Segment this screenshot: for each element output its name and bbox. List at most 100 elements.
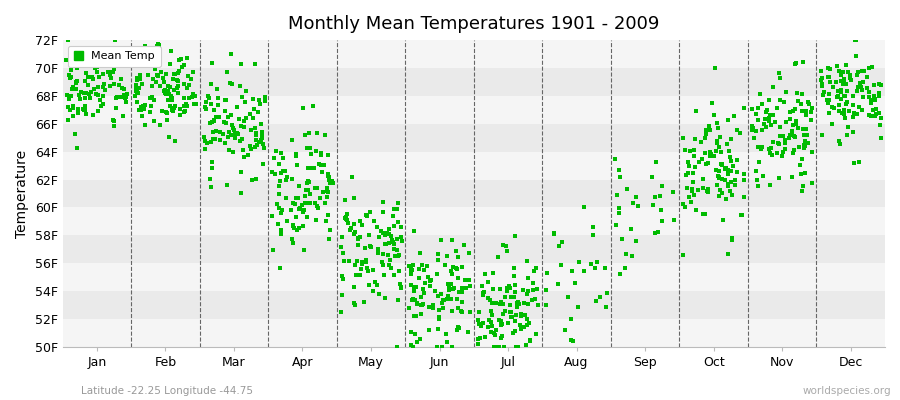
Point xyxy=(372,234,386,240)
Point xyxy=(821,74,835,81)
Point xyxy=(403,329,418,336)
Point xyxy=(482,317,497,323)
Point xyxy=(710,138,724,144)
Point xyxy=(114,94,129,100)
Point xyxy=(230,104,245,110)
Point xyxy=(145,94,159,100)
Point xyxy=(226,149,240,156)
Point xyxy=(450,296,464,303)
Point xyxy=(766,139,780,145)
Point xyxy=(209,127,223,134)
Point xyxy=(302,186,316,193)
Point xyxy=(300,180,314,186)
Point xyxy=(589,298,603,304)
Point xyxy=(667,216,681,223)
Point xyxy=(873,135,887,141)
Point xyxy=(519,316,534,322)
Point xyxy=(783,116,797,123)
Point xyxy=(441,293,455,299)
Point xyxy=(334,243,348,250)
Point xyxy=(360,268,374,274)
Point xyxy=(846,128,860,135)
Point xyxy=(266,247,280,254)
Point xyxy=(788,105,803,112)
Point xyxy=(249,130,264,136)
Point xyxy=(234,123,248,129)
Point xyxy=(117,86,131,92)
Point xyxy=(476,320,491,326)
Point xyxy=(237,124,251,130)
Point xyxy=(495,310,509,317)
Point xyxy=(228,130,242,136)
Point xyxy=(292,225,307,231)
Point xyxy=(308,184,322,191)
Point xyxy=(702,127,716,134)
Point xyxy=(710,120,724,127)
Point xyxy=(408,297,422,304)
Point xyxy=(248,143,262,150)
Point xyxy=(753,90,768,97)
Point xyxy=(588,265,602,272)
Point xyxy=(218,107,232,114)
Point xyxy=(836,78,850,84)
Point xyxy=(864,100,878,106)
Point xyxy=(298,132,312,139)
Point xyxy=(620,186,634,192)
Point xyxy=(718,195,733,202)
Point xyxy=(720,141,734,148)
Point xyxy=(362,281,376,288)
Point xyxy=(511,299,526,305)
Point xyxy=(273,178,287,184)
Point xyxy=(68,79,83,85)
Point xyxy=(766,84,780,90)
Point xyxy=(75,54,89,61)
Point xyxy=(472,309,486,316)
Point xyxy=(206,136,220,142)
Point xyxy=(203,81,218,87)
Point xyxy=(391,200,405,207)
Point xyxy=(164,93,178,99)
Point xyxy=(698,210,712,217)
Point xyxy=(136,103,150,110)
Point xyxy=(528,331,543,337)
Point xyxy=(868,96,882,102)
Point xyxy=(407,228,421,234)
Point xyxy=(302,130,317,136)
Point xyxy=(830,93,844,100)
Point xyxy=(476,290,491,297)
Point xyxy=(829,78,843,85)
Point xyxy=(161,97,176,103)
Point xyxy=(700,188,715,194)
Point xyxy=(488,332,502,338)
Point xyxy=(304,164,319,171)
Point xyxy=(850,110,864,117)
Point xyxy=(416,286,430,292)
Point xyxy=(628,194,643,200)
Point xyxy=(384,233,399,240)
Point xyxy=(790,125,805,131)
Point xyxy=(785,174,799,181)
Bar xyxy=(62,208,885,235)
Point xyxy=(341,258,356,264)
Point xyxy=(81,82,95,88)
Point xyxy=(347,221,362,228)
Point xyxy=(353,272,367,278)
Point xyxy=(407,284,421,291)
Point xyxy=(435,344,449,350)
Point xyxy=(103,71,117,77)
Point xyxy=(270,201,284,208)
Point xyxy=(113,76,128,83)
Point xyxy=(302,145,317,152)
Point xyxy=(451,305,465,312)
Point xyxy=(76,62,91,69)
Point xyxy=(186,101,201,108)
Point xyxy=(320,188,334,194)
Point xyxy=(364,244,378,250)
Point xyxy=(707,153,722,160)
Point xyxy=(852,158,867,165)
Point xyxy=(805,105,819,111)
Point xyxy=(846,114,860,120)
Point xyxy=(422,278,436,284)
Point xyxy=(224,51,238,57)
Point xyxy=(69,86,84,92)
